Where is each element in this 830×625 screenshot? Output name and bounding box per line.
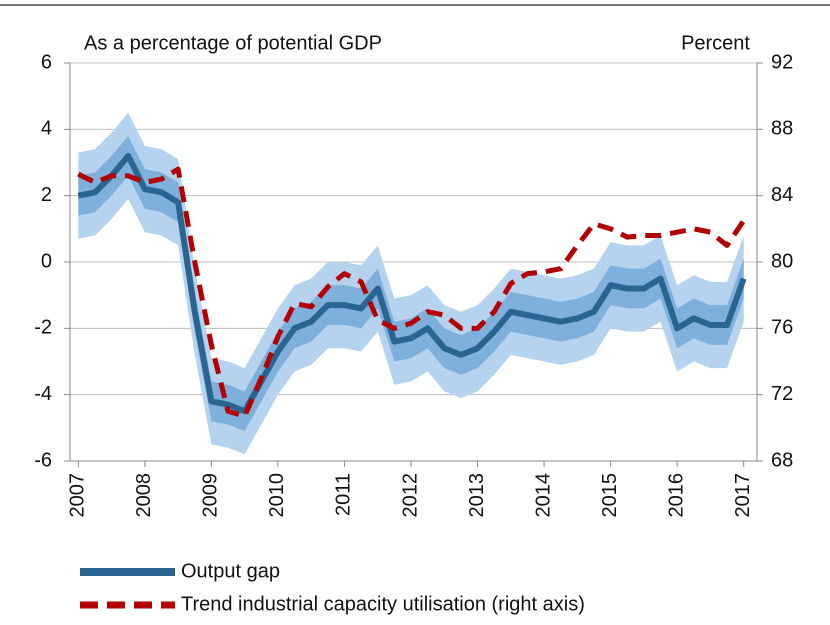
x-tick-label: 2011 <box>333 473 355 516</box>
y2-tick-label: 68 <box>771 449 793 471</box>
x-tick-label: 2016 <box>665 473 687 518</box>
y2-tick-label: 80 <box>771 250 793 272</box>
x-tick-label: 2017 <box>732 473 754 518</box>
y2-tick-label: 76 <box>771 317 793 339</box>
uncertainty-band <box>78 112 744 455</box>
y2-tick-label: 88 <box>771 118 793 140</box>
y-tick-label: -4 <box>34 383 52 405</box>
series-line <box>77 166 746 419</box>
y-tick-label: -6 <box>34 449 52 471</box>
y-tick-label: 2 <box>41 184 52 206</box>
x-tick-label: 2010 <box>266 473 288 518</box>
x-tick-label: 2014 <box>532 473 554 518</box>
x-tick-label: 2007 <box>67 473 89 518</box>
x-tick-label: 2009 <box>200 473 222 518</box>
legend-label: Trend industrial capacity utilisation (r… <box>181 593 585 615</box>
x-tick-label: 2013 <box>466 473 488 518</box>
x-tick-label: 2008 <box>133 473 155 518</box>
y-tick-label: 4 <box>41 118 52 140</box>
x-tick-label: 2012 <box>399 473 421 518</box>
y2-tick-label: 84 <box>771 184 793 206</box>
y2-tick-label: 72 <box>771 383 793 405</box>
y-tick-label: -2 <box>34 317 52 339</box>
y-tick-label: 0 <box>41 250 52 272</box>
y2-tick-label: 92 <box>771 51 793 73</box>
subtitle-right: Percent <box>681 32 750 54</box>
y-tick-label: 6 <box>41 51 52 73</box>
legend-label: Output gap <box>181 560 280 582</box>
x-tick-label: 2015 <box>599 473 621 518</box>
subtitle-left: As a percentage of potential GDP <box>84 32 382 54</box>
series-line <box>77 152 747 415</box>
